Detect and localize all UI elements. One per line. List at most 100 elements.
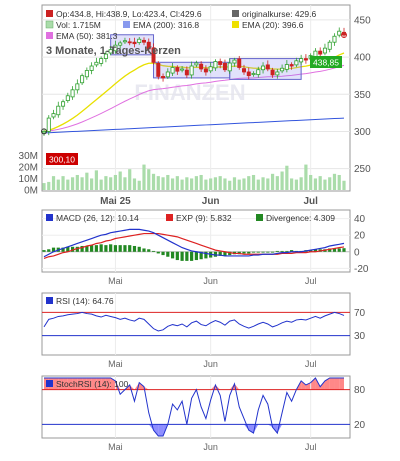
divergence-bar — [185, 251, 189, 261]
volume-bar — [170, 178, 175, 190]
macd-panel-frame — [41, 209, 351, 273]
volume-bar — [118, 171, 122, 190]
macd-line — [43, 228, 345, 258]
ohlc-legend: Op:434.8, Hi:438.9, Lo:423.4, Cl:429.6 — [56, 9, 202, 19]
divergence-bar — [109, 244, 113, 252]
vol-legend: Vol: 1.715M — [56, 20, 101, 30]
divergence-bar — [113, 245, 118, 252]
candle-body — [275, 71, 280, 76]
candle-body — [246, 71, 251, 77]
volume-tick-label: 30M — [19, 151, 38, 162]
stochrsi-legend-swatch — [46, 380, 53, 387]
ohlc-legend-swatch — [46, 10, 53, 17]
overbought-fill — [77, 378, 83, 390]
x-tick-label: Mai — [108, 442, 123, 452]
x-tick-label: Jun — [203, 359, 218, 369]
y-tick-label: 20 — [354, 420, 366, 431]
candle-body — [170, 67, 175, 74]
divergence-bar — [280, 250, 284, 252]
divergence-bar — [332, 248, 337, 252]
price-x-tick-label: Mai 25 — [100, 196, 131, 207]
volume-bar — [309, 174, 313, 190]
macd-legend: MACD (26, 12): 10.14 EXP (9): 5.832 Dive… — [46, 213, 335, 223]
candle-body — [61, 101, 66, 107]
y-tick-label: 70 — [354, 308, 366, 319]
volume-bar — [323, 179, 327, 190]
volume-bar — [94, 170, 98, 190]
candle-body — [237, 58, 242, 68]
ema50-legend: EMA (50): 381.3 — [56, 31, 118, 41]
volume-bar — [185, 177, 189, 190]
macd-lines — [43, 228, 345, 259]
volume-bar — [66, 179, 70, 190]
candle-body — [222, 63, 227, 71]
volume-bar — [85, 172, 89, 190]
overbought-fill — [329, 378, 335, 390]
candle-body — [318, 50, 323, 55]
candle-body — [165, 71, 170, 78]
candle-body — [127, 41, 132, 44]
volume-bar — [137, 180, 141, 190]
divergence-bar — [94, 245, 98, 252]
rsi-panel: 30 70 Mai Jun Jul RSI (14): 64.76 — [41, 292, 366, 369]
price-x-axis: Mai 25 Jun Jul — [100, 196, 318, 207]
candle-body — [189, 65, 194, 76]
rsi-lines — [42, 311, 350, 337]
divergence-bar — [128, 245, 132, 252]
candle-body — [322, 47, 327, 54]
volume-tick-label: 10M — [19, 174, 38, 185]
volume-bar — [113, 174, 118, 190]
divergence-bar — [313, 249, 318, 252]
price-legend: Op:434.8, Hi:438.9, Lo:423.4, Cl:429.6 o… — [45, 9, 316, 41]
volume-bar — [313, 178, 318, 190]
volume-bar — [218, 176, 222, 190]
price-tick-label: 350 — [354, 90, 371, 101]
volume-bar — [332, 173, 337, 190]
y-tick-label: -20 — [354, 264, 369, 275]
candle-body — [332, 35, 337, 43]
divergence-bar — [123, 245, 127, 252]
volume-bar — [237, 179, 241, 190]
overbought-fill — [101, 378, 106, 390]
candle-body — [103, 53, 108, 59]
divergence-bar — [213, 251, 218, 257]
overbought-fill — [67, 378, 73, 390]
candle-body — [56, 105, 61, 116]
macd-divergence-bars — [42, 244, 346, 261]
volume-bar — [132, 178, 137, 190]
candle-body — [199, 63, 204, 70]
volume-bar — [266, 178, 270, 190]
macd-panel: -20 0 20 40 Mai Jun Jul MACD (26, 12): 10.14 E… — [41, 209, 369, 286]
candle-body — [270, 69, 275, 76]
candle-body — [208, 66, 213, 72]
volume-bar — [285, 165, 289, 190]
candle-body — [146, 41, 151, 50]
volume-bar — [175, 176, 179, 190]
overbought-fill — [301, 380, 306, 390]
divergence-bar — [51, 247, 56, 252]
stochrsi-fill — [44, 378, 344, 436]
price-axis: 250 300 350 400 450 — [354, 15, 371, 175]
divergence-bar — [251, 251, 256, 253]
ema50-legend-swatch — [46, 32, 53, 39]
volume-bar — [51, 176, 56, 190]
watermark: FINANZEN — [134, 80, 245, 105]
candle-body — [213, 61, 218, 69]
divergence-bar — [199, 251, 203, 260]
stochrsi-grid — [114, 376, 312, 438]
volume-bar — [166, 174, 170, 190]
ema-lines — [43, 52, 345, 134]
candle-body — [256, 69, 261, 75]
overbought-fill — [96, 378, 102, 390]
divergence-bar — [118, 245, 122, 252]
volume-bar — [337, 174, 341, 190]
divergence-bar — [75, 246, 79, 252]
divergence-legend-swatch — [256, 214, 263, 221]
candle-body — [284, 64, 289, 70]
x-tick-label: Jul — [305, 359, 317, 369]
stochrsi-lines — [42, 377, 350, 437]
ema20-legend: EMA (20): 396.6 — [242, 20, 304, 30]
divergence-bar — [275, 250, 279, 252]
stochrsi-legend-text: StochRSI (14): 100 — [56, 379, 129, 389]
divergence-bar — [42, 250, 46, 252]
